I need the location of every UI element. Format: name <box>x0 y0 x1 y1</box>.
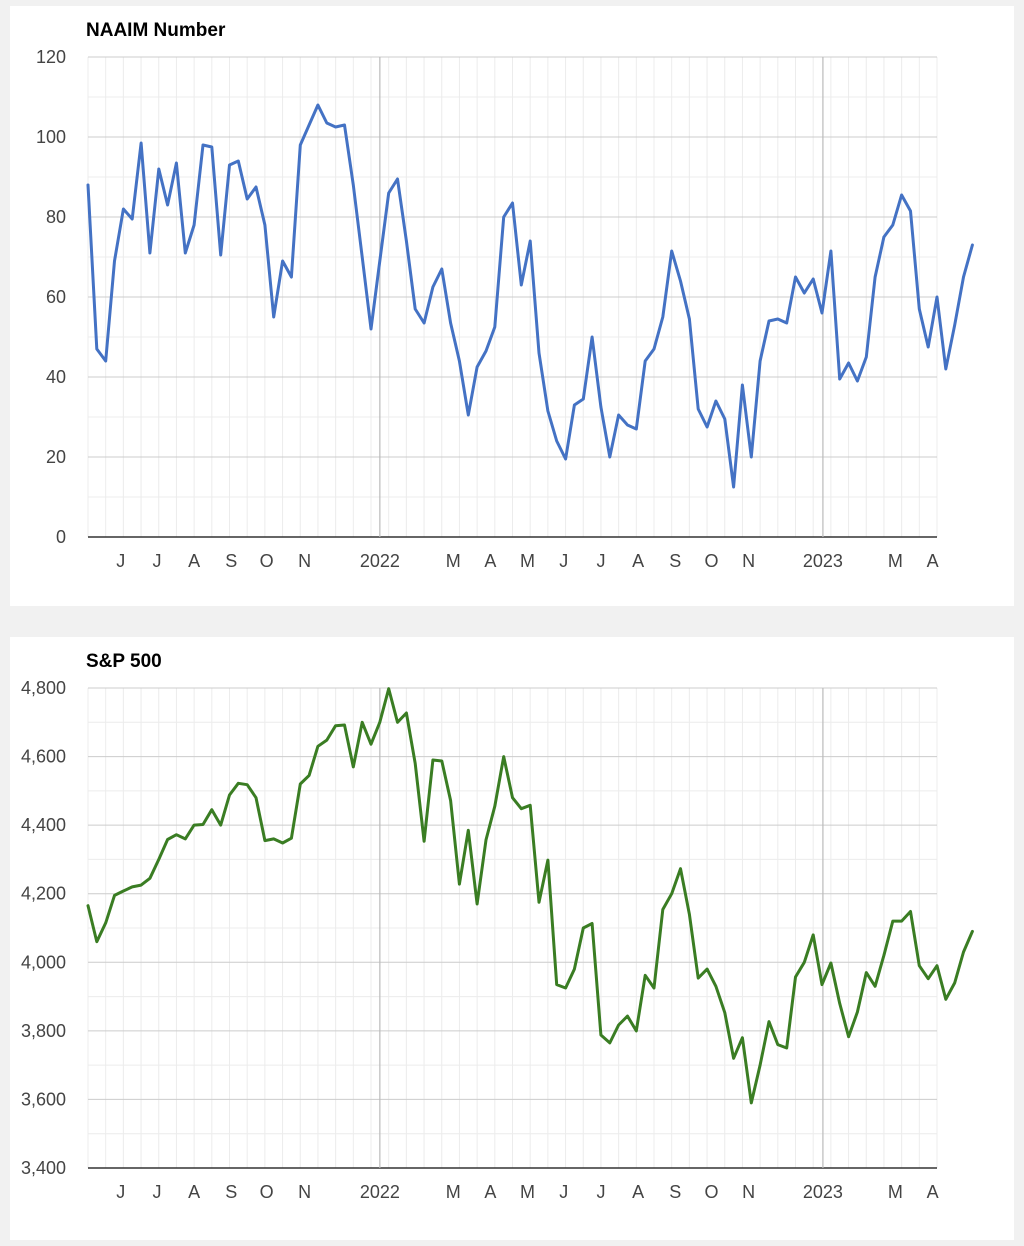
y-tick-label: 120 <box>36 47 66 67</box>
y-tick-label: 0 <box>56 527 66 547</box>
x-tick-label: O <box>704 1182 718 1202</box>
x-tick-label: M <box>520 1182 535 1202</box>
x-tick-label: A <box>927 551 939 571</box>
x-tick-label: M <box>888 1182 903 1202</box>
x-tick-label: 2023 <box>803 1182 843 1202</box>
x-tick-label: A <box>188 1182 200 1202</box>
y-tick-label: 4,600 <box>21 747 66 767</box>
y-tick-label: 100 <box>36 127 66 147</box>
naaim-chart-panel: NAAIM Number 0 20 40 60 80 100 120 J J A S O N 2022 M A… <box>10 6 1014 606</box>
series-line <box>86 103 974 489</box>
x-tick-label: S <box>225 1182 237 1202</box>
y-tick-label: 4,200 <box>21 884 66 904</box>
sp500-chart-panel: S&P 500 3,400 3,600 3,800 4,000 4,200 4,400 4,… <box>10 637 1014 1240</box>
series-line <box>86 687 974 1105</box>
x-tick-label: O <box>260 1182 274 1202</box>
y-tick-label: 20 <box>46 447 66 467</box>
x-tick-label: S <box>225 551 237 571</box>
y-tick-label: 3,600 <box>21 1089 66 1109</box>
x-tick-label: J <box>559 551 568 571</box>
x-tick-label: J <box>152 1182 161 1202</box>
x-tick-label: 2023 <box>803 551 843 571</box>
x-tick-label: J <box>559 1182 568 1202</box>
y-tick-label: 60 <box>46 287 66 307</box>
y-tick-label: 4,000 <box>21 952 66 972</box>
chart-title: NAAIM Number <box>86 20 226 41</box>
y-tick-label: 4,800 <box>21 678 66 698</box>
x-tick-label: N <box>298 1182 311 1202</box>
x-tick-label: J <box>116 551 125 571</box>
x-tick-label: A <box>632 551 644 571</box>
x-tick-label: N <box>742 551 755 571</box>
y-tick-label: 80 <box>46 207 66 227</box>
x-tick-label: N <box>742 1182 755 1202</box>
x-tick-label: M <box>888 551 903 571</box>
x-tick-label: S <box>669 551 681 571</box>
chart-title: S&P 500 <box>86 651 162 672</box>
x-tick-label: M <box>446 551 461 571</box>
x-tick-label: J <box>152 551 161 571</box>
x-tick-label: M <box>446 1182 461 1202</box>
x-tick-label: N <box>298 551 311 571</box>
y-tick-label: 3,800 <box>21 1021 66 1041</box>
x-tick-label: A <box>484 1182 496 1202</box>
x-tick-label: 2022 <box>360 1182 400 1202</box>
x-tick-label: A <box>188 551 200 571</box>
naaim-line-chart: 0 20 40 60 80 100 120 J J A S O N 2022 M A M J J A S O N 2023 M A <box>36 47 974 571</box>
x-tick-label: S <box>669 1182 681 1202</box>
x-tick-label: A <box>484 551 496 571</box>
y-tick-label: 40 <box>46 367 66 387</box>
x-tick-label: J <box>116 1182 125 1202</box>
y-tick-label: 4,400 <box>21 815 66 835</box>
y-tick-label: 3,400 <box>21 1158 66 1178</box>
x-tick-label: J <box>596 1182 605 1202</box>
x-tick-label: A <box>632 1182 644 1202</box>
x-tick-label: J <box>596 551 605 571</box>
x-tick-label: O <box>704 551 718 571</box>
x-tick-label: A <box>927 1182 939 1202</box>
x-tick-label: 2022 <box>360 551 400 571</box>
x-tick-label: O <box>260 551 274 571</box>
x-tick-label: M <box>520 551 535 571</box>
sp500-line-chart: 3,400 3,600 3,800 4,000 4,200 4,400 4,600 4,800… <box>21 678 974 1202</box>
